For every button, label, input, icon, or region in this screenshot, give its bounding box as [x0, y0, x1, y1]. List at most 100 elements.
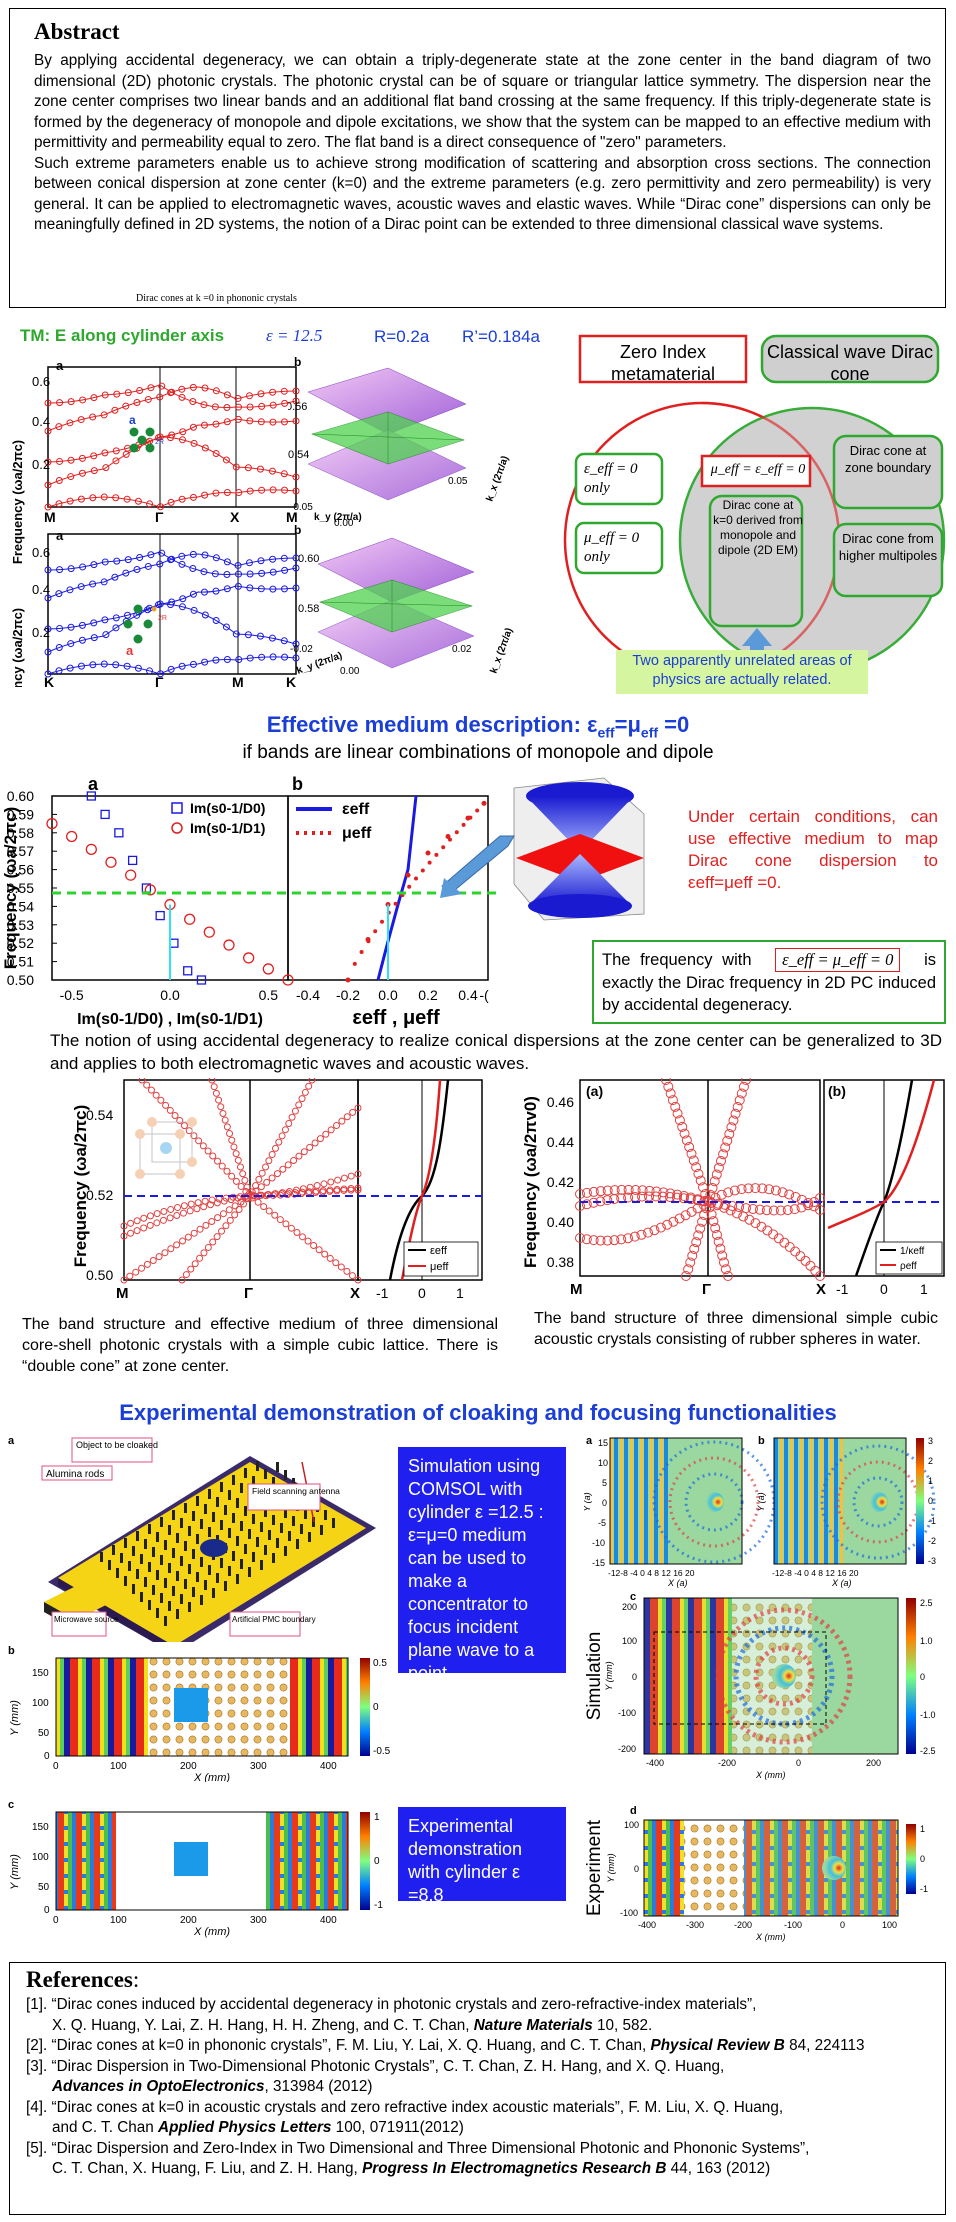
chart-a-point-d1: [66, 830, 78, 843]
band-marker: [736, 1088, 747, 1099]
band-marker: [795, 1251, 806, 1262]
field-c-cb-1: 0: [374, 1856, 380, 1867]
alumina-rod: [208, 1565, 211, 1575]
alumina-rod: [220, 1558, 223, 1568]
cone-panel-b-bottom: b: [294, 523, 301, 537]
triangular-lattice-inset: a 2R: [123, 604, 167, 658]
cone-bottom: [317, 537, 475, 669]
band-marker: [79, 563, 87, 571]
band-marker: [280, 585, 288, 593]
band-marker: [212, 656, 220, 664]
band-marker: [775, 1205, 786, 1216]
chart-b-mu-point: [420, 868, 425, 873]
alumina-rod: [100, 1552, 103, 1562]
chart-a-plot: [46, 791, 294, 986]
band-marker: [133, 565, 141, 573]
band-marker: [736, 1184, 747, 1195]
alumina-rod: [208, 1489, 211, 1499]
chart-b-xtick: 0.4: [458, 987, 478, 1003]
chart-a-point-d1: [243, 952, 255, 964]
band-marker: [679, 1128, 690, 1139]
alumina-rod: [272, 1553, 275, 1563]
band-marker: [784, 1189, 795, 1200]
field-c-ylabel: Y (mm): [9, 1854, 21, 1890]
band-marker: [319, 1188, 327, 1196]
band-curve: [47, 489, 297, 508]
alumina-rod: [120, 1553, 123, 1563]
alumina-rod: [172, 1548, 175, 1558]
chart-b-xtick: 0.0: [378, 987, 398, 1003]
band-marker: [681, 1271, 691, 1281]
band-marker: [56, 399, 64, 407]
alumina-rod: [264, 1545, 267, 1555]
alumina-rod: [260, 1522, 263, 1532]
reference-item: [4]. “Dirac cones at k=0 in acoustic cry…: [26, 2098, 784, 2137]
band-marker: [178, 1276, 186, 1284]
alumina-rod: [232, 1513, 235, 1523]
band-marker: [223, 391, 231, 399]
alumina-rod: [248, 1529, 251, 1539]
lattice-a-label-tri: a: [126, 643, 134, 658]
band-marker: [326, 1254, 334, 1262]
band-marker: [223, 570, 231, 578]
alumina-rod: [320, 1525, 323, 1535]
sim-cb-c-1: 1.0: [920, 1636, 933, 1646]
band-marker: [208, 1218, 216, 1226]
band-marker: [168, 555, 176, 563]
band-marker: [347, 1172, 355, 1180]
band-marker: [235, 403, 243, 411]
band-marker: [706, 1209, 717, 1220]
band-marker: [100, 660, 108, 668]
alumina-rod: [132, 1584, 135, 1594]
band-marker: [789, 1204, 800, 1215]
band-marker: [712, 1200, 723, 1211]
alumina-rod: [220, 1520, 223, 1530]
band-marker: [256, 632, 264, 640]
field-c-cb-0: 1: [374, 1812, 380, 1823]
band-top-curves: [44, 382, 300, 511]
alumina-rod: [188, 1526, 191, 1536]
exp-d-ytick-0: 100: [624, 1820, 639, 1830]
reference-item: [1]. “Dirac cones induced by accidental …: [26, 1996, 757, 2034]
band-marker: [728, 1115, 739, 1126]
alumina-rod: [164, 1616, 167, 1626]
band-marker: [213, 1199, 221, 1207]
band-marker: [101, 449, 109, 457]
band-marker: [602, 1195, 613, 1206]
chart-a-point-d1: [125, 869, 137, 881]
band-marker: [713, 1236, 724, 1247]
acoustic-ytick: 0.40: [547, 1214, 574, 1230]
band-marker: [715, 1156, 726, 1167]
band-marker: [120, 1276, 128, 1284]
sim-cb-ab-1: 2: [928, 1456, 933, 1466]
band-marker: [155, 1253, 163, 1261]
alumina-rod: [236, 1574, 239, 1584]
reference-item: [2]. “Dirac cones at k=0 in phononic cry…: [26, 2037, 865, 2054]
band-marker: [153, 1210, 161, 1218]
sim-cb-c-3: -1.0: [920, 1710, 936, 1720]
band-marker: [44, 427, 52, 435]
band-marker: [140, 1224, 148, 1232]
band-marker: [189, 550, 197, 558]
band-marker: [257, 1183, 265, 1191]
exp-cb-d-1: 0: [920, 1854, 925, 1864]
alumina-rod: [136, 1531, 139, 1541]
band-marker: [143, 1081, 151, 1089]
band-marker: [262, 1163, 270, 1171]
band-marker: [686, 1148, 697, 1159]
band-marker: [111, 406, 119, 414]
alumina-rod: [288, 1531, 291, 1541]
band-marker: [201, 384, 209, 392]
band-marker: [66, 586, 74, 594]
alumina-rod: [192, 1511, 195, 1521]
alumina-rod: [128, 1561, 131, 1571]
band-marker: [162, 1101, 170, 1109]
alumina-rod: [252, 1514, 255, 1524]
band-marker: [698, 1182, 709, 1193]
band-marker: [133, 1217, 141, 1225]
band-marker: [66, 664, 74, 672]
band-marker: [146, 1221, 154, 1229]
band-marker: [189, 493, 197, 501]
xtick-bot-1: Γ: [155, 674, 164, 687]
band-marker: [222, 456, 230, 464]
